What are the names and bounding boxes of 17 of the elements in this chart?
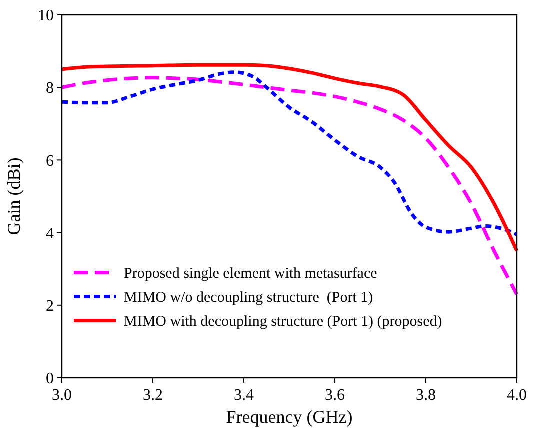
x-tick-label: 4.0 xyxy=(507,387,527,404)
y-tick-label: 8 xyxy=(46,80,54,98)
y-tick-label: 4 xyxy=(46,225,54,242)
legend-label: MIMO with decoupling structure (Port 1) (proposed) xyxy=(124,314,442,330)
x-tick-label: 3.0 xyxy=(52,387,72,404)
y-tick-label: 10 xyxy=(38,8,54,25)
x-tick-label: 3.2 xyxy=(143,387,163,404)
y-tick-label: 0 xyxy=(46,370,54,388)
y-tick-label: 2 xyxy=(46,298,54,315)
legend-label: Proposed single element with metasurface xyxy=(124,266,378,282)
x-tick-label: 3.4 xyxy=(234,387,254,404)
x-axis-title: Frequency (GHz) xyxy=(226,407,353,427)
x-tick-label: 3.8 xyxy=(416,387,436,404)
y-axis-title: Gain (dBi) xyxy=(4,158,24,236)
y-tick-label: 6 xyxy=(46,152,54,170)
x-tick-label: 3.6 xyxy=(325,387,345,404)
legend-label: MIMO w/o decoupling structure (Port 1) xyxy=(124,290,374,306)
